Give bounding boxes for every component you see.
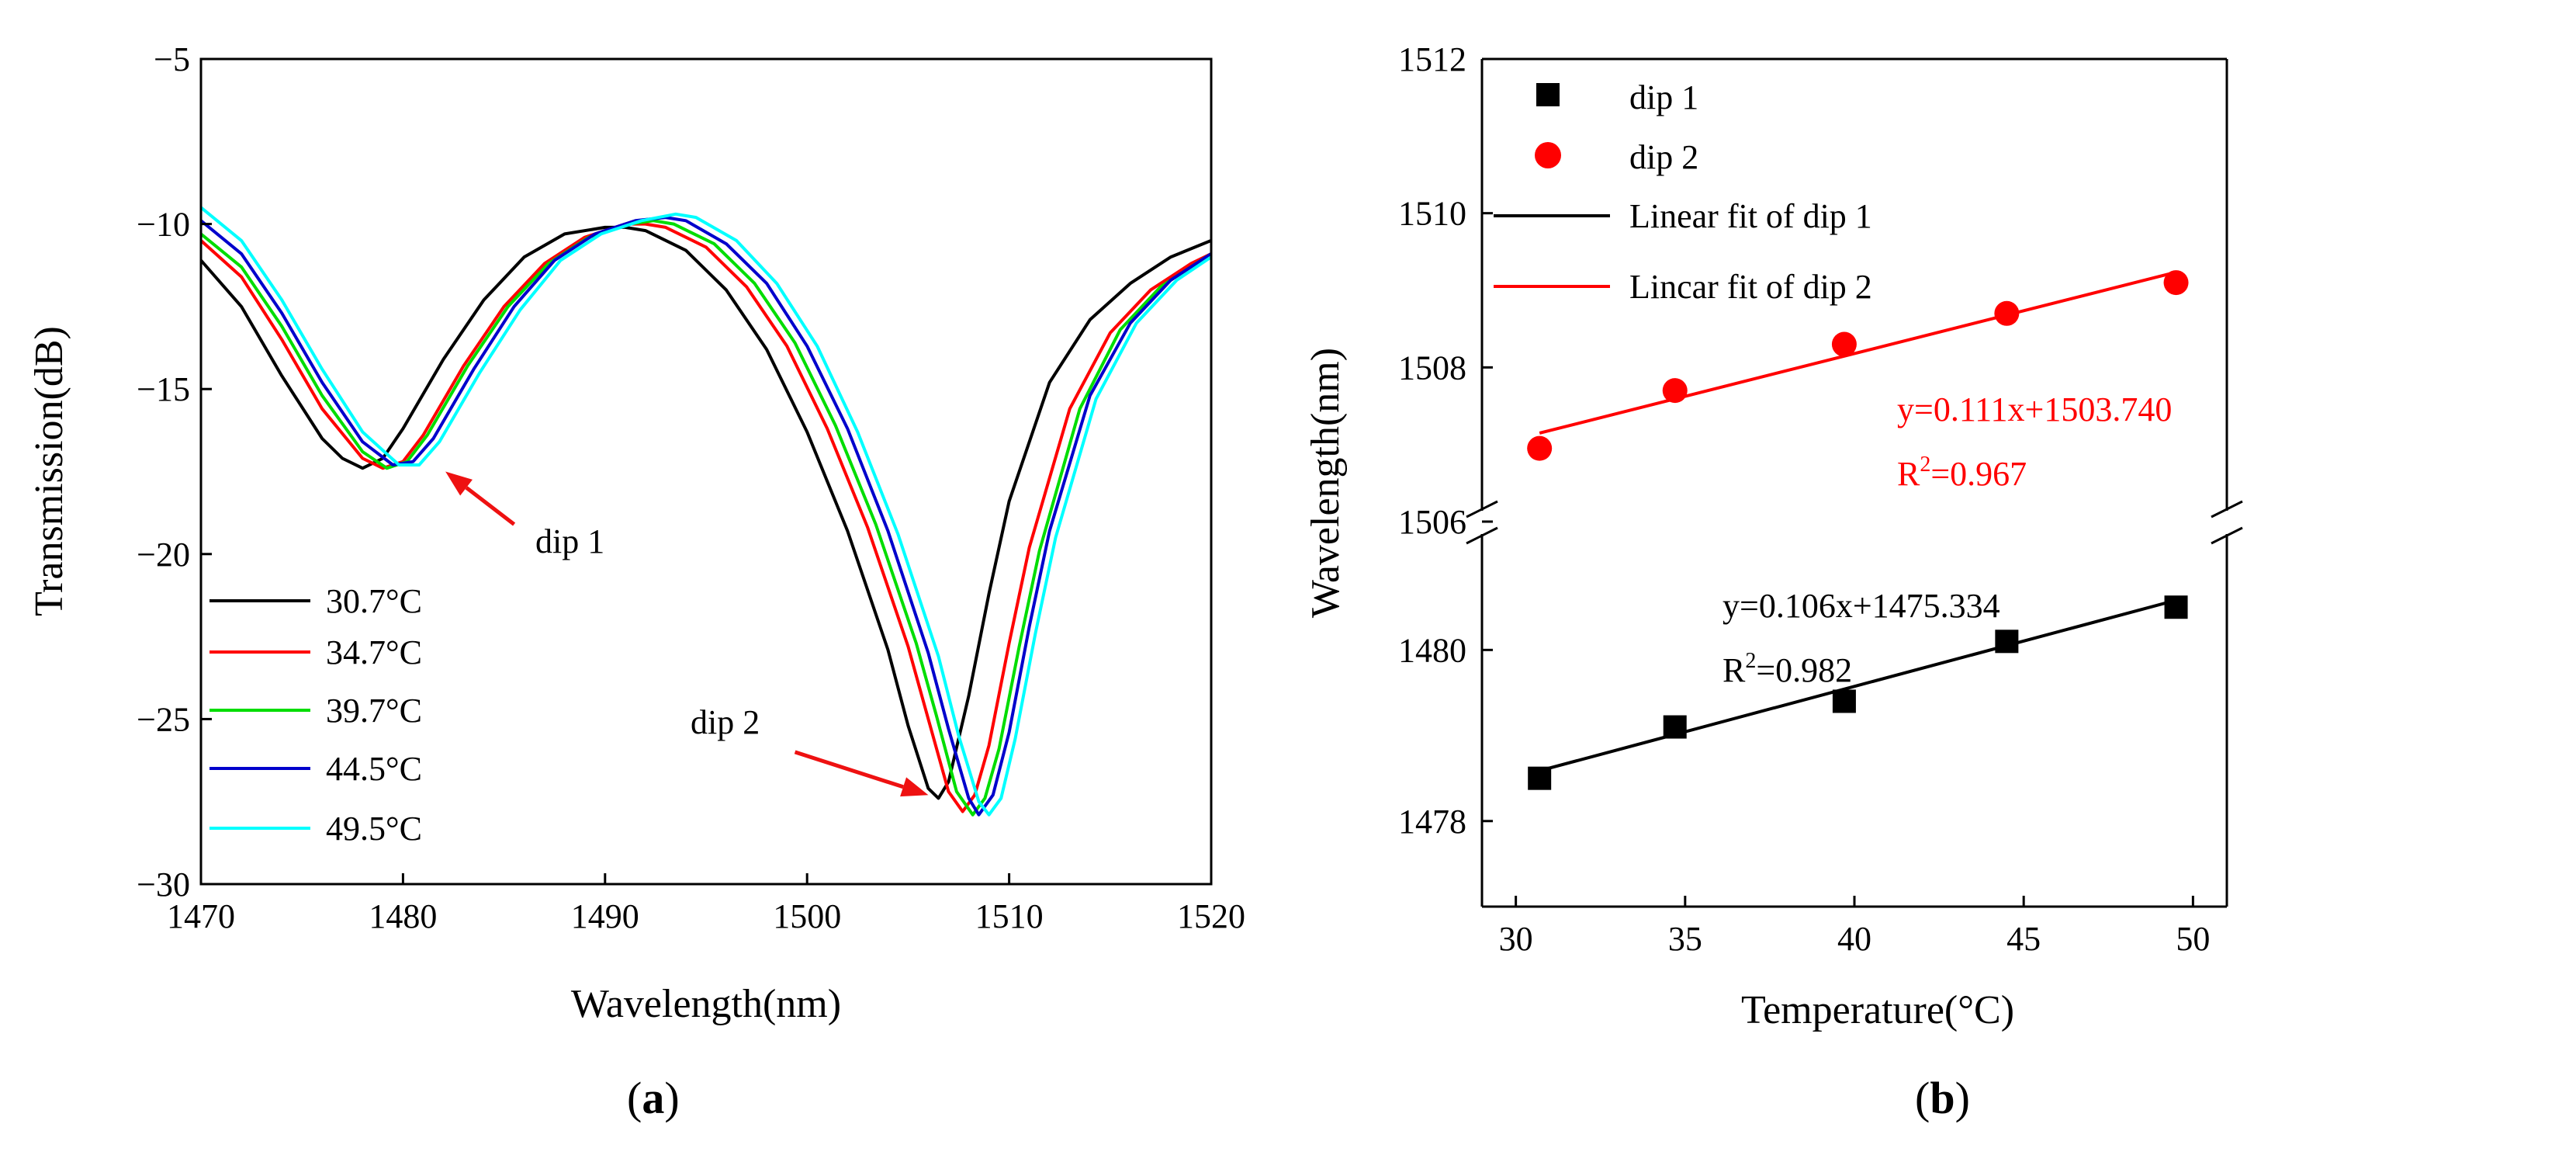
b-x-tick-label-35: 35 (1668, 920, 1702, 958)
legend-label-dip-1: dip 1 (1629, 78, 1698, 116)
panel-a-y-axis-title: Transmission(dB) (27, 326, 71, 616)
panel-b-y-axis-title: Wavelength(nm) (1304, 348, 1348, 618)
b-y-tick-label-1506: 1506 (1398, 503, 1466, 541)
y-tick-label-25: −25 (137, 700, 190, 738)
arrow-head-dip-2 (900, 777, 929, 797)
legend-label-44-5: 44.5°C (326, 750, 422, 788)
fit-line-lincar-fit-of-dip-2 (1539, 270, 2177, 435)
panel-a-x-axis-title: Wavelength(nm) (571, 982, 841, 1026)
legend-label-30-7: 30.7°C (326, 582, 422, 620)
panel-a-ticks: 1470 1480 1490 1500 1510 1520 −5 −10 −15 −20 −25 −3… (137, 40, 1245, 935)
panel-a-legend: 30.7°C 34.7°C 39.7°C 44.5°C 49.5°C (209, 582, 422, 848)
annotation-dip-2: dip 2 (691, 703, 760, 741)
panel-a-plot-frame (199, 57, 1213, 886)
b-y-tick-label-1512: 1512 (1398, 40, 1466, 78)
panel-b-fit-lines (1539, 270, 2177, 772)
b-y-tick-label-1478: 1478 (1398, 803, 1466, 841)
series-line-49-5-c (201, 206, 1211, 817)
legend-marker-dip-1 (1536, 83, 1560, 106)
b-y-tick-label-1508: 1508 (1398, 349, 1466, 387)
y-tick-label-20: −20 (137, 536, 190, 574)
panel-b-axis-break-right (2211, 500, 2243, 545)
y-tick-label-30: −30 (137, 865, 190, 904)
point-dip-2-3 (1994, 300, 2020, 326)
panel-a-arrows (445, 471, 929, 797)
panel-b-axis-break-left (1466, 500, 1498, 545)
legend-marker-dip-2 (1535, 142, 1561, 168)
legend-label-linear-fit-dip-1: Linear fit of dip 1 (1629, 197, 1872, 235)
x-tick-label-1520: 1520 (1177, 897, 1245, 935)
b-y-tick-label-1480: 1480 (1398, 631, 1466, 669)
fit-r2-dip-1: R2=0.982 (1723, 649, 1852, 689)
panel-b-ticks: 30 35 40 45 50 1506 1508 1510 1512 1478 1480 (1398, 40, 2210, 958)
x-tick-label-1510: 1510 (975, 897, 1044, 935)
legend-label-49-5: 49.5°C (326, 810, 422, 848)
legend-label-linear-fit-dip-2: Lincar fit of dip 2 (1629, 268, 1872, 306)
point-dip-2-0 (1527, 435, 1553, 461)
x-tick-label-1470: 1470 (167, 897, 235, 935)
b-x-tick-label-30: 30 (1499, 920, 1533, 958)
panel-a-line-chart: 1470 1480 1490 1500 1510 1520 −5 −10 −15 −20 −25 −3… (27, 40, 1245, 1123)
panel-b-x-axis-title: Temperature(°C) (1741, 988, 2014, 1032)
legend-label-dip-2: dip 2 (1629, 138, 1698, 176)
annotation-dip-1: dip 1 (535, 522, 604, 560)
y-tick-label-10: −10 (137, 206, 190, 244)
panel-b-legend: dip 1 dip 2 Linear fit of dip 1 Lincar f… (1494, 78, 1872, 306)
arrow-head-dip-1 (445, 471, 473, 496)
b-x-tick-label-50: 50 (2176, 920, 2210, 958)
point-dip-1-3 (1995, 630, 2019, 654)
y-tick-label-15: −15 (137, 370, 190, 408)
b-y-tick-label-1510: 1510 (1398, 195, 1466, 233)
arrow-shaft-dip-2 (794, 750, 904, 789)
fit-equation-dip-2: y=0.111x+1503.740 (1897, 390, 2172, 428)
point-dip-1-2 (1832, 689, 1856, 713)
point-dip-1-0 (1528, 766, 1552, 790)
x-tick-label-1500: 1500 (773, 897, 841, 935)
series-line-30-7-c (201, 225, 1211, 800)
legend-label-39-7: 39.7°C (326, 692, 422, 730)
fit-r2-dip-2: R2=0.967 (1897, 453, 2027, 493)
legend-label-34-7: 34.7°C (326, 633, 422, 671)
panel-b-points (1527, 270, 2189, 790)
x-tick-label-1490: 1490 (571, 897, 639, 935)
arrow-shaft-dip-1 (465, 486, 516, 526)
panel-a-series-group (201, 206, 1211, 817)
fit-equation-dip-1: y=0.106x+1475.334 (1723, 587, 2000, 625)
point-dip-1-4 (2164, 595, 2188, 619)
panel-b-scatter-chart: 30 35 40 45 50 1506 1508 1510 1512 1478 1480 y=0.1… (1304, 40, 2243, 1123)
y-tick-label-5: −5 (154, 40, 190, 78)
x-tick-label-1480: 1480 (369, 897, 437, 935)
point-dip-1-1 (1663, 715, 1687, 739)
point-dip-2-4 (2163, 270, 2189, 296)
panel-b-label: (b) (1915, 1073, 1970, 1123)
point-dip-2-2 (1831, 331, 1857, 357)
b-x-tick-label-40: 40 (1837, 920, 1871, 958)
b-x-tick-label-45: 45 (2006, 920, 2041, 958)
panel-a-label: (a) (627, 1073, 680, 1123)
point-dip-2-1 (1662, 378, 1688, 404)
fit-line-linear-fit-of-dip-1 (1539, 598, 2177, 772)
